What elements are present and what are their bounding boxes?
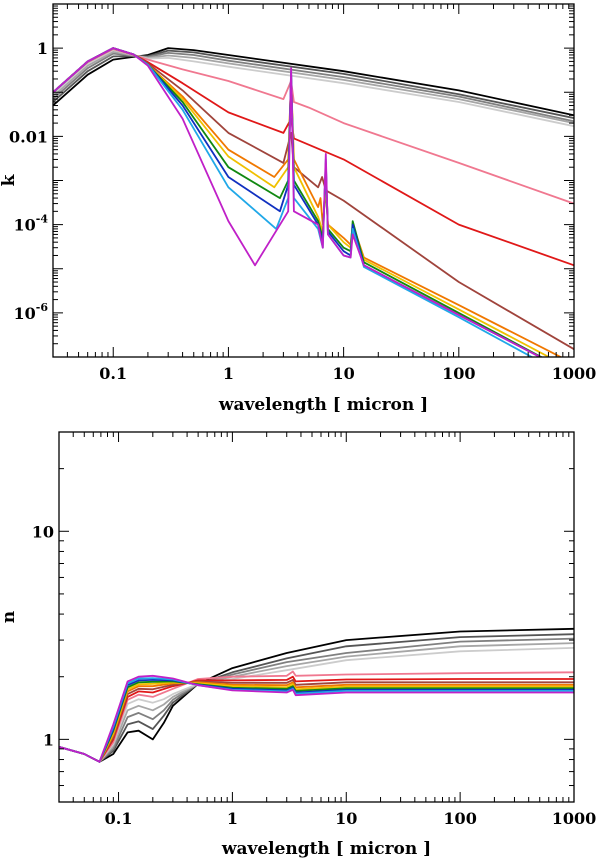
x-tick-label: 100 (442, 364, 475, 383)
series-line-2 (53, 52, 574, 123)
y-tick-base: 1 (43, 730, 54, 749)
y-tick-base: 10 (32, 522, 54, 541)
y-axis-label: k (0, 173, 19, 186)
series-group (53, 47, 574, 357)
tick-marks (52, 3, 575, 358)
series-line-0 (53, 47, 574, 117)
series-line-1 (59, 633, 574, 763)
series-line-3 (53, 51, 574, 124)
series-line-13 (59, 674, 574, 763)
y-tick-base: 0.01 (9, 127, 48, 146)
series-line-13 (53, 47, 542, 357)
series-line-9 (53, 47, 551, 357)
y-tick-exp: -6 (36, 301, 49, 314)
n-chart: 0.1 1 10 100 1000 1 10 wavelength [ micron ] n (0, 431, 597, 859)
x-tick-label: 1 (227, 809, 238, 828)
series-line-6 (53, 47, 574, 267)
y-tick-exp: -4 (36, 213, 49, 226)
series-group (59, 627, 574, 763)
plot-frame (58, 431, 575, 803)
x-tick-label: 10 (335, 809, 357, 828)
series-line-1 (53, 49, 574, 119)
series-line-11 (53, 47, 542, 357)
x-tick-label: 1 (223, 364, 234, 383)
series-line-4 (53, 49, 574, 128)
y-tick-base: 10 (14, 216, 36, 235)
y-axis-label: n (0, 611, 19, 623)
y-tick-label: 10-6 (14, 301, 49, 323)
x-tick-label: 0.1 (99, 364, 127, 383)
x-tick-label: 1000 (552, 364, 597, 383)
x-tick-label: 10 (332, 364, 354, 383)
x-tick-label: 0.1 (105, 809, 133, 828)
series-line-3 (59, 642, 574, 763)
series-line-10 (53, 47, 544, 357)
series-line-4 (59, 647, 574, 763)
y-tick-label: 10 (32, 522, 54, 541)
y-tick-label: 0.01 (9, 127, 48, 146)
y-tick-label: 1 (43, 730, 54, 749)
x-tick-label: 1000 (552, 809, 597, 828)
tick-marks (58, 431, 575, 803)
y-tick-base: 1 (37, 39, 48, 58)
x-tick-label: 100 (443, 809, 476, 828)
x-axis-label: wavelength [ micron ] (218, 395, 428, 415)
y-tick-label: 1 (37, 39, 48, 58)
y-tick-base: 10 (14, 304, 36, 323)
x-axis-label: wavelength [ micron ] (221, 839, 431, 859)
y-tick-label: 10-4 (14, 213, 49, 235)
